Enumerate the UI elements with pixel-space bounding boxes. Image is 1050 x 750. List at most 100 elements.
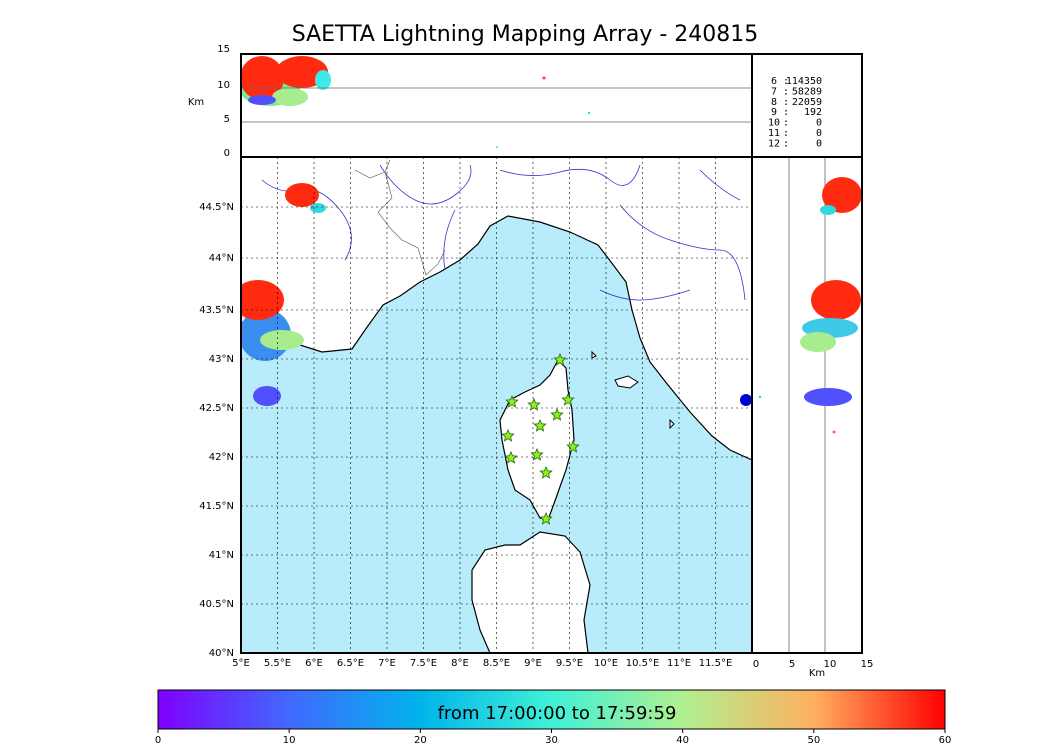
- top-source-cloud-green: [272, 88, 308, 106]
- chart-title: SAETTA Lightning Mapping Array - 240815: [291, 22, 759, 47]
- lon-tick-label: 7°E: [378, 658, 396, 669]
- side-source-cloud-blue: [804, 388, 852, 406]
- station-count-stations: 6: [771, 76, 777, 87]
- lon-tick-label: 7.5°E: [410, 658, 437, 669]
- station-count-value: 22059: [792, 97, 822, 108]
- lon-tick-label: 11°E: [667, 658, 691, 669]
- station-count-stations: 12: [768, 138, 780, 149]
- side-panel-sources: [758, 177, 862, 434]
- corsica-island: [499, 359, 575, 521]
- side-source-cloud-red: [822, 177, 862, 213]
- side-source-cloud-cyan: [820, 205, 836, 215]
- colorbar-bar: [157, 689, 946, 730]
- station-count-sep: :: [783, 138, 789, 149]
- top-source-dot: [587, 111, 591, 115]
- station-count-value: 0: [816, 128, 822, 139]
- elba-island: [614, 375, 639, 389]
- station-count-sep: :: [783, 118, 789, 129]
- lon-tick-label: 6°E: [305, 658, 323, 669]
- station-star-icon: [527, 397, 541, 411]
- lon-tick-label: 8.5°E: [483, 658, 510, 669]
- side-source-cloud-red-2: [811, 280, 861, 320]
- top-ytick: 0: [224, 148, 230, 159]
- map-source-cloud-west-green: [260, 330, 304, 350]
- lat-tick-label: 44°N: [209, 253, 234, 264]
- map-source-cloud-north-cyan: [310, 203, 326, 213]
- sea-area: [241, 215, 752, 653]
- side-xlabel: Km: [809, 668, 825, 679]
- top-ytick: 5: [224, 114, 230, 125]
- station-star-icon: [501, 428, 515, 442]
- lat-tick-label: 44.5°N: [199, 202, 234, 213]
- map-source-cloud-east: [740, 394, 752, 406]
- colorbar-tick-label: 60: [939, 735, 952, 746]
- top-ytick: 15: [217, 44, 230, 55]
- lon-tick-label: 10.5°E: [626, 658, 660, 669]
- station-count-stations: 9: [771, 107, 777, 118]
- colorbar: from 17:00:00 to 17:59:59 0 10 20 30 40 50 60: [155, 689, 952, 746]
- station-count-value: 58289: [792, 86, 822, 97]
- map-source-cloud-sw: [253, 386, 281, 406]
- top-source-dot: [542, 76, 546, 80]
- lon-tick-label: 5°E: [232, 658, 250, 669]
- stats-panel-frame: [751, 53, 863, 158]
- country-borders: [354, 159, 446, 276]
- map-source-cloud-west-red: [241, 280, 284, 320]
- station-count-sep: :: [783, 107, 789, 118]
- top-ytick: 10: [217, 80, 230, 91]
- side-altitude-panel: 0 5 10 15 Km: [751, 156, 874, 679]
- station-star-icon: [505, 394, 519, 408]
- lon-tick-label: 9.5°E: [556, 658, 583, 669]
- top-source-cloud-blue: [248, 95, 276, 105]
- side-xtick: 0: [753, 659, 759, 670]
- side-panel-bg: [752, 157, 862, 653]
- station-count-sep: :: [783, 76, 789, 87]
- side-xtick: 10: [824, 659, 837, 670]
- station-star-icon: [553, 352, 567, 366]
- rivers: [261, 164, 746, 301]
- colorbar-tick-label: 10: [283, 735, 296, 746]
- station-count-sep: :: [783, 97, 789, 108]
- colorbar-tick-label: 40: [676, 735, 689, 746]
- station-count-value: 114350: [786, 76, 822, 87]
- station-star-icon: [533, 418, 547, 432]
- top-ylabel: Km: [188, 97, 204, 108]
- station-count-value: 192: [804, 107, 822, 118]
- station-count-value: 0: [816, 118, 822, 129]
- side-xtick: 15: [861, 659, 874, 670]
- side-source-dot: [832, 430, 836, 434]
- station-count-value: 0: [816, 138, 822, 149]
- side-source-dot: [758, 395, 762, 399]
- station-count-stations: 11: [768, 128, 780, 139]
- map-graticule: [241, 157, 752, 653]
- lat-tick-label: 41.5°N: [199, 501, 234, 512]
- colorbar-label: from 17:00:00 to 17:59:59: [438, 703, 677, 724]
- station-star-icon: [530, 447, 544, 461]
- lon-tick-label: 8°E: [451, 658, 469, 669]
- colorbar-tick-label: 0: [155, 735, 161, 746]
- station-star-icon: [566, 439, 580, 453]
- top-altitude-panel: 0 5 10 15 Km: [188, 44, 753, 159]
- lon-tick-label: 6.5°E: [337, 658, 364, 669]
- capraia-island: [591, 350, 597, 359]
- station-star-icon: [539, 511, 553, 525]
- station-count-sep: :: [783, 86, 789, 97]
- lon-tick-label: 10°E: [594, 658, 618, 669]
- lat-tick-label: 42.5°N: [199, 403, 234, 414]
- station-star-icon: [539, 465, 553, 479]
- station-star-icon: [504, 450, 518, 464]
- station-count-stations: 8: [771, 97, 777, 108]
- lon-tick-label: 11.5°E: [699, 658, 733, 669]
- top-source-cloud-cyan-2: [315, 70, 331, 90]
- station-count-stations: 7: [771, 86, 777, 97]
- lat-tick-label: 40.5°N: [199, 599, 234, 610]
- map-panel: 5°E 5.5°E 6°E 6.5°E 7°E 7.5°E 8°E 8.5°E 9°E 9.5°E…: [199, 156, 753, 669]
- giglio-island: [669, 418, 675, 430]
- side-panel-frame: [751, 156, 863, 654]
- colorbar-tick-label: 50: [807, 735, 820, 746]
- lat-tick-label: 41°N: [209, 550, 234, 561]
- side-xtick: 5: [789, 659, 795, 670]
- colorbar-tick-label: 20: [414, 735, 427, 746]
